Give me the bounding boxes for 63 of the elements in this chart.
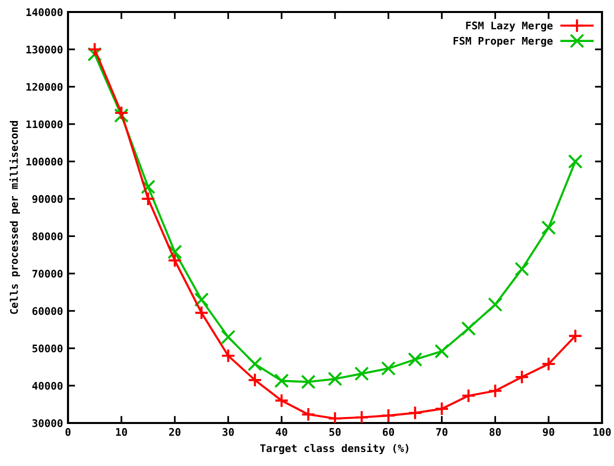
point	[461, 388, 476, 404]
point	[381, 408, 396, 423]
point	[248, 372, 262, 388]
y-tick-label: 30000	[32, 419, 63, 428]
point	[140, 180, 156, 194]
y-tick-label: 140000	[26, 8, 63, 16]
point	[354, 366, 369, 381]
x-tick-label: 30	[222, 428, 234, 436]
point	[274, 393, 289, 408]
y-tick-label: 70000	[32, 270, 63, 278]
point	[168, 253, 182, 268]
x-tick-label: 100	[594, 428, 611, 436]
legend-label: FSM Lazy Merge	[466, 22, 553, 32]
x-tick-label: 40	[276, 428, 288, 436]
x-tick-label: 90	[542, 428, 554, 436]
x-tick-label: 80	[490, 428, 501, 436]
point	[381, 361, 396, 376]
x-tick-label: 10	[116, 428, 128, 436]
point	[194, 305, 209, 320]
x-axis-title: Target class density (%)	[260, 443, 408, 454]
x-tick-label: 60	[382, 428, 394, 436]
y-tick-label: 40000	[32, 382, 63, 390]
point	[541, 356, 556, 372]
point	[301, 407, 316, 422]
point	[488, 384, 502, 398]
point	[328, 372, 342, 386]
x-tick-label: 50	[329, 428, 341, 436]
y-tick-label: 120000	[26, 82, 63, 91]
point	[514, 262, 530, 276]
point	[274, 373, 289, 388]
x-tick-label: 0	[65, 428, 71, 436]
y-tick-label: 110000	[26, 120, 63, 128]
point	[434, 344, 450, 359]
point	[488, 297, 502, 312]
legend-label: FSM Proper Merge	[454, 36, 553, 47]
point	[140, 192, 156, 206]
point	[220, 330, 236, 344]
point	[87, 42, 102, 57]
y-tick-label: 50000	[32, 344, 63, 352]
x-tick-label: 20	[169, 428, 180, 436]
point	[220, 348, 236, 364]
point	[408, 352, 422, 367]
y-tick-label: 90000	[32, 195, 63, 203]
point	[568, 154, 583, 169]
point	[408, 406, 422, 420]
point	[434, 402, 450, 416]
point	[87, 46, 102, 62]
point	[514, 370, 530, 384]
point	[568, 328, 583, 344]
y-tick-label: 130000	[26, 46, 63, 54]
point	[248, 356, 262, 372]
point	[301, 374, 316, 390]
point	[168, 244, 182, 260]
y-axis-title: Cells processed per millisecond	[9, 121, 20, 314]
point	[541, 220, 556, 235]
y-tick-label: 100000	[26, 158, 63, 166]
y-tick-label: 60000	[32, 307, 63, 316]
point	[461, 321, 476, 336]
point	[194, 292, 209, 307]
x-tick-label: 70	[436, 428, 448, 436]
point	[354, 410, 369, 423]
point	[328, 411, 342, 423]
y-tick-label: 80000	[32, 232, 63, 240]
